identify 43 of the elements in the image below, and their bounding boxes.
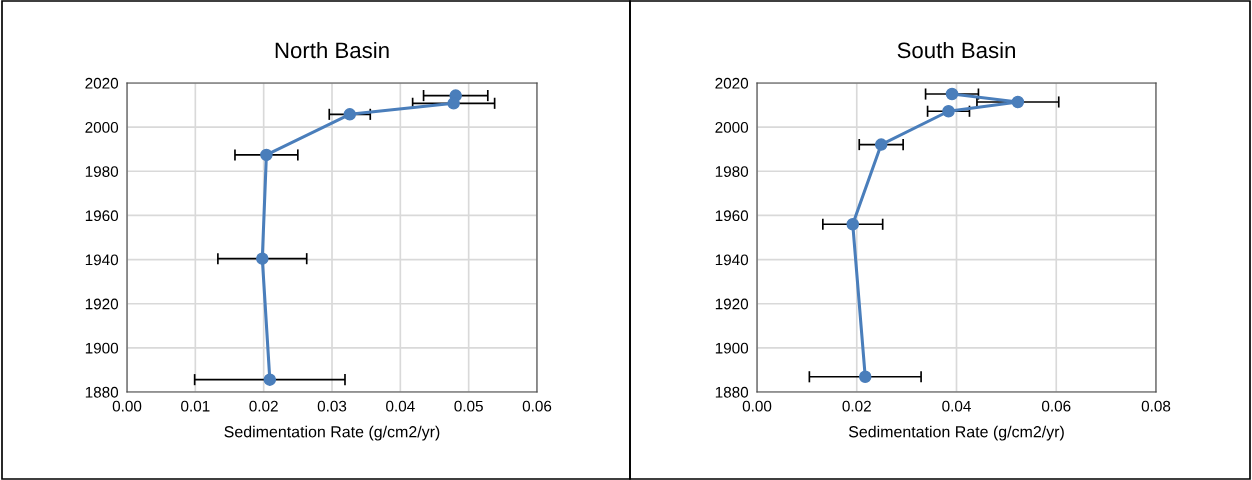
x-tick-label: 0.05 xyxy=(454,400,483,412)
x-tick-label: 0.02 xyxy=(842,400,871,412)
x-axis-title: Sedimentation Rate (g/cm2/yr) xyxy=(224,425,440,441)
point xyxy=(343,108,357,121)
y-tick-label: 1920 xyxy=(85,298,119,310)
x-axis-title: Sedimentation Rate (g/cm2/yr) xyxy=(848,425,1064,441)
x-tick-label: 0.04 xyxy=(942,400,971,412)
y-tick-label: 1900 xyxy=(85,342,119,354)
x-tick-label: 0.00 xyxy=(742,400,772,412)
y-tick-label: 1880 xyxy=(85,386,119,398)
point xyxy=(256,252,269,265)
x-tick-label: 0.00 xyxy=(112,400,142,412)
point xyxy=(858,370,872,384)
x-tick-label: 0.04 xyxy=(386,400,415,412)
point xyxy=(942,105,955,118)
chart-title: North Basin xyxy=(275,41,389,59)
y-tick-label: 1880 xyxy=(715,386,749,398)
x-tick-label: 0.01 xyxy=(181,400,210,412)
point xyxy=(846,218,860,231)
x-tick-label: 0.06 xyxy=(1041,400,1071,412)
y-tick-label: 1900 xyxy=(715,342,749,354)
point xyxy=(263,373,277,386)
y-tick-label: 1960 xyxy=(715,210,749,222)
point xyxy=(447,97,460,110)
x-tick-label: 0.08 xyxy=(1141,400,1171,412)
y-tick-label: 2020 xyxy=(715,77,749,89)
chart-title: South Basin xyxy=(897,41,1015,59)
point xyxy=(945,87,959,101)
point xyxy=(874,138,888,151)
y-tick-label: 2020 xyxy=(85,77,119,89)
point xyxy=(1011,95,1025,109)
y-tick-label: 1980 xyxy=(715,166,749,177)
x-tick-label: 0.06 xyxy=(522,400,552,412)
y-tick-label: 1920 xyxy=(715,298,749,310)
y-tick-label: 2000 xyxy=(715,122,749,133)
point xyxy=(260,148,273,162)
y-tick-label: 1980 xyxy=(85,166,119,177)
x-tick-label: 0.03 xyxy=(317,400,347,412)
y-tick-label: 1940 xyxy=(715,254,749,266)
y-tick-label: 1940 xyxy=(85,254,119,266)
y-tick-label: 1960 xyxy=(85,210,119,222)
y-tick-label: 2000 xyxy=(85,122,119,133)
x-tick-label: 0.02 xyxy=(249,400,278,412)
